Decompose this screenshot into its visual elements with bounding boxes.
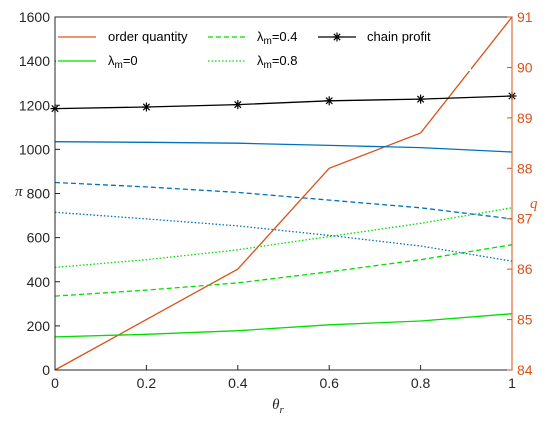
- legend-lm0-sub: m: [115, 60, 123, 71]
- series-line-5: [54, 141, 513, 153]
- x-tick-label: 1: [508, 375, 516, 391]
- ticks-layer: 0 200 400 600 800 1000 1200 1400 1600 84 85 86 87 88 8…: [19, 9, 533, 391]
- legend-lm08-main: λ: [257, 53, 264, 68]
- x-tick-label: 0.2: [137, 375, 157, 391]
- y-right-tick-label: 86: [517, 261, 533, 277]
- y-left-tick-label: 600: [27, 230, 51, 246]
- y-right-tick-label: 85: [517, 312, 533, 328]
- series-line-4: [54, 207, 513, 269]
- x-axis-label-main: θ: [272, 397, 280, 413]
- legend-label-order-quantity: order quantity: [108, 29, 188, 44]
- y-left-tick-label: 1600: [19, 9, 50, 25]
- x-axis-label: θr: [272, 397, 284, 416]
- x-tick-label: 0.8: [411, 375, 431, 391]
- y-right-tick-label: 90: [517, 59, 533, 75]
- y-right-axis-label: q: [530, 196, 538, 212]
- x-axis-label-sub: r: [280, 404, 285, 416]
- y-left-tick-label: 800: [27, 186, 51, 202]
- legend-label-lm0: λm=0: [108, 53, 138, 71]
- y-left-tick-label: 1400: [19, 53, 50, 69]
- chain-profit-point: [233, 100, 243, 110]
- legend-lm08-tail: =0.8: [272, 53, 298, 68]
- chain-profit-point: [141, 102, 151, 112]
- y-right-tick-label: 89: [517, 110, 533, 126]
- legend: order quantity λm=0.4 chain profit λm=0 …: [56, 25, 471, 71]
- series-line-2: [54, 313, 513, 338]
- x-tick-label: 0.6: [319, 375, 339, 391]
- legend-lm0-tail: =0: [123, 53, 138, 68]
- legend-label-chain-profit: chain profit: [367, 29, 431, 44]
- y-right-tick-label: 88: [517, 160, 533, 176]
- legend-lm04-sub: m: [264, 36, 272, 47]
- legend-box: [56, 25, 471, 71]
- legend-marker-chain-profit: [332, 32, 342, 42]
- y-left-tick-label: 400: [27, 274, 51, 290]
- y-right-tick-label: 87: [517, 211, 533, 227]
- series-line-3: [54, 244, 513, 297]
- y-left-axis-label: π: [15, 184, 23, 200]
- legend-label-lm04: λm=0.4: [257, 29, 298, 47]
- y-left-tick-label: 200: [27, 318, 51, 334]
- series-line-6: [54, 181, 513, 220]
- x-tick-label: 0.4: [228, 375, 248, 391]
- chain-profit-point: [416, 94, 426, 104]
- y-left-tick-label: 1200: [19, 97, 50, 113]
- series-layer: [50, 16, 517, 371]
- legend-lm04-main: λ: [257, 29, 264, 44]
- series-line-1: [54, 95, 513, 110]
- y-left-tick-label: 1000: [19, 141, 50, 157]
- y-right-tick-label: 91: [517, 9, 533, 25]
- series-line-7: [54, 211, 513, 262]
- legend-lm04-tail: =0.4: [272, 29, 298, 44]
- y-right-tick-label: 84: [517, 362, 533, 378]
- legend-lm08-sub: m: [264, 60, 272, 71]
- x-tick-label: 0: [51, 375, 59, 391]
- legend-lm0-main: λ: [108, 53, 115, 68]
- chain-profit-point: [324, 96, 334, 106]
- y-left-tick-label: 0: [42, 362, 50, 378]
- legend-label-lm08: λm=0.8: [257, 53, 298, 71]
- series-line-0: [54, 16, 513, 371]
